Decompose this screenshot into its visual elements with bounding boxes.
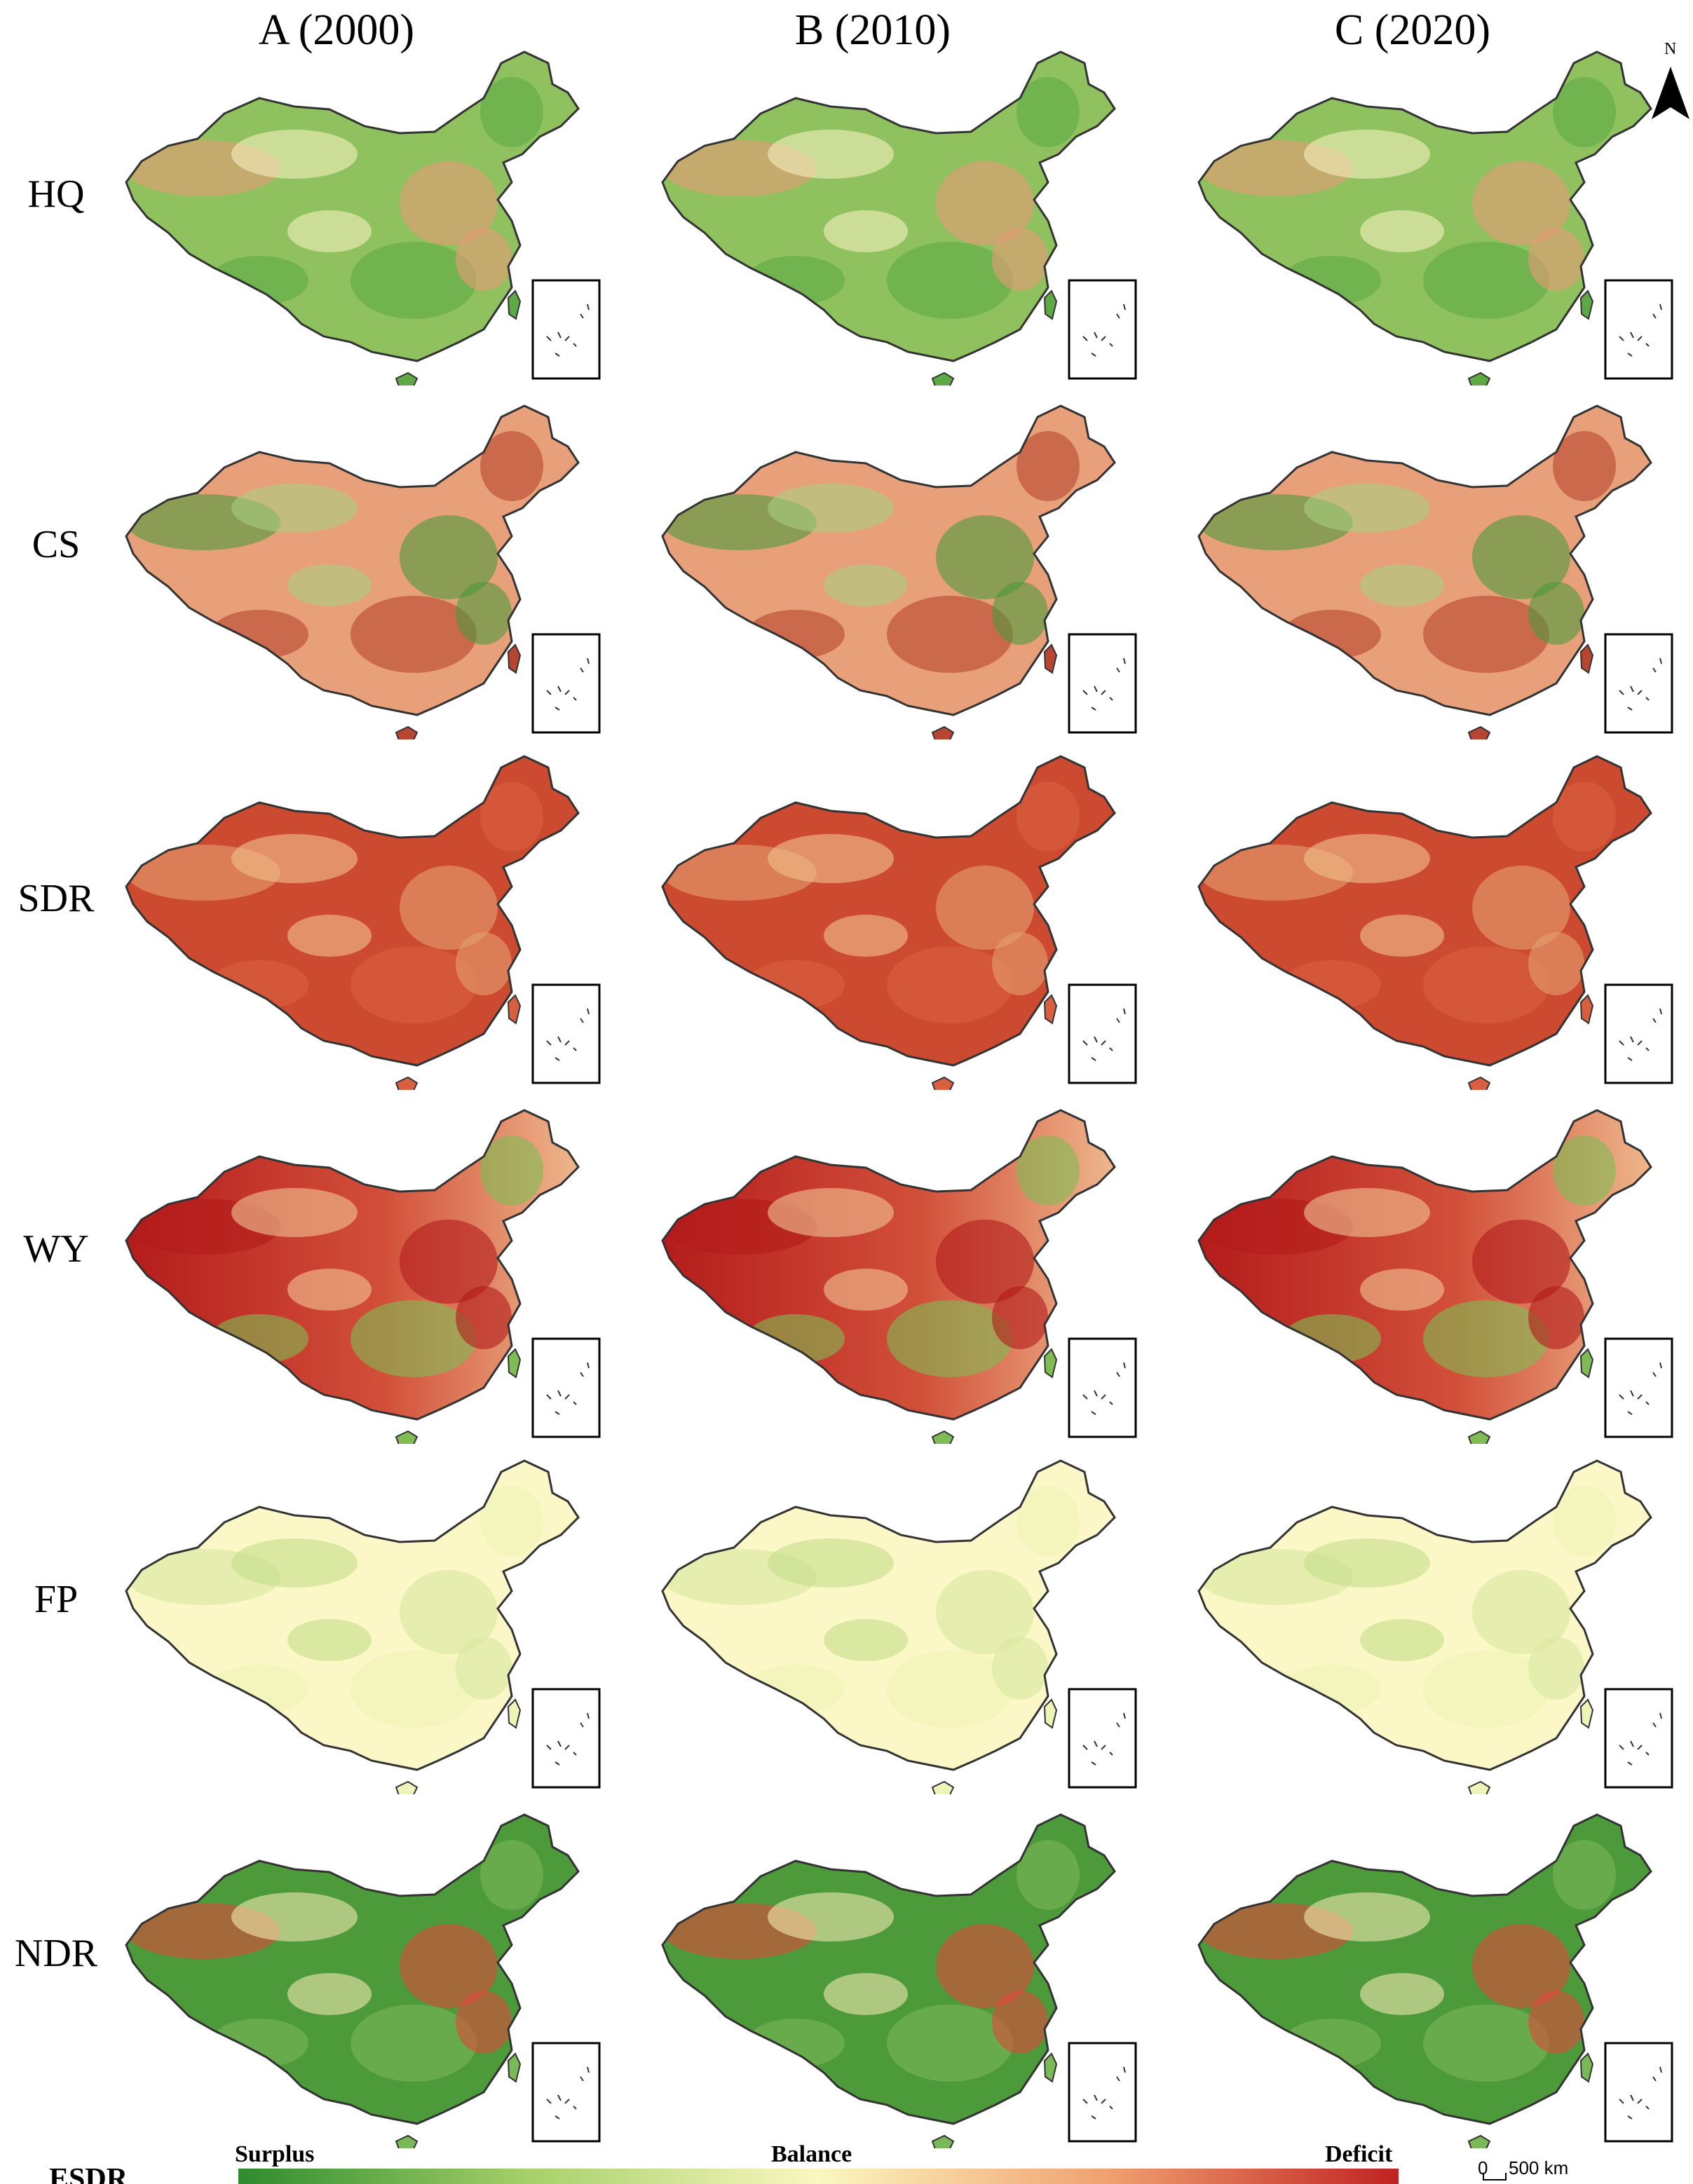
map-sdr-a xyxy=(119,753,603,1090)
legend-surplus: Surplus xyxy=(235,2141,315,2167)
row-label-fp: FP xyxy=(34,1578,79,1621)
map-hq-b xyxy=(655,49,1139,385)
column-title-c: C (2020) xyxy=(1334,6,1491,54)
scale-zero: 0 xyxy=(1478,2157,1488,2178)
map-fp-a xyxy=(119,1458,603,1794)
row-label-ndr: NDR xyxy=(14,1932,98,1975)
scale-bar xyxy=(1472,2153,1612,2181)
map-ndr-a xyxy=(119,1812,603,2148)
north-label: N xyxy=(1664,40,1676,58)
map-wy-a xyxy=(119,1107,603,1444)
map-cs-a xyxy=(119,403,603,739)
map-fp-b xyxy=(655,1458,1139,1794)
map-sdr-c xyxy=(1192,753,1675,1090)
scale-distance: 500 km xyxy=(1509,2157,1569,2178)
north-arrow-icon: N xyxy=(1646,39,1693,123)
map-wy-c xyxy=(1192,1107,1675,1444)
map-cs-b xyxy=(655,403,1139,739)
map-ndr-b xyxy=(655,1812,1139,2148)
map-hq-a xyxy=(119,49,603,385)
column-title-b: B (2010) xyxy=(794,6,951,54)
column-title-a: A (2000) xyxy=(258,6,415,54)
row-label-hq: HQ xyxy=(27,172,85,216)
map-cs-c xyxy=(1192,403,1675,739)
legend-balance: Balance xyxy=(771,2141,852,2167)
row-label-wy: WY xyxy=(23,1227,89,1271)
map-ndr-c xyxy=(1192,1812,1675,2148)
map-wy-b xyxy=(655,1107,1139,1444)
row-label-cs: CS xyxy=(32,523,81,566)
map-sdr-b xyxy=(655,753,1139,1090)
legend-colorbar xyxy=(238,2169,1399,2184)
map-fp-c xyxy=(1192,1458,1675,1794)
legend-deficit: Deficit xyxy=(1325,2141,1393,2167)
row-label-sdr: SDR xyxy=(18,877,95,920)
map-hq-c xyxy=(1192,49,1675,385)
legend-title: ESDR xyxy=(49,2163,128,2184)
